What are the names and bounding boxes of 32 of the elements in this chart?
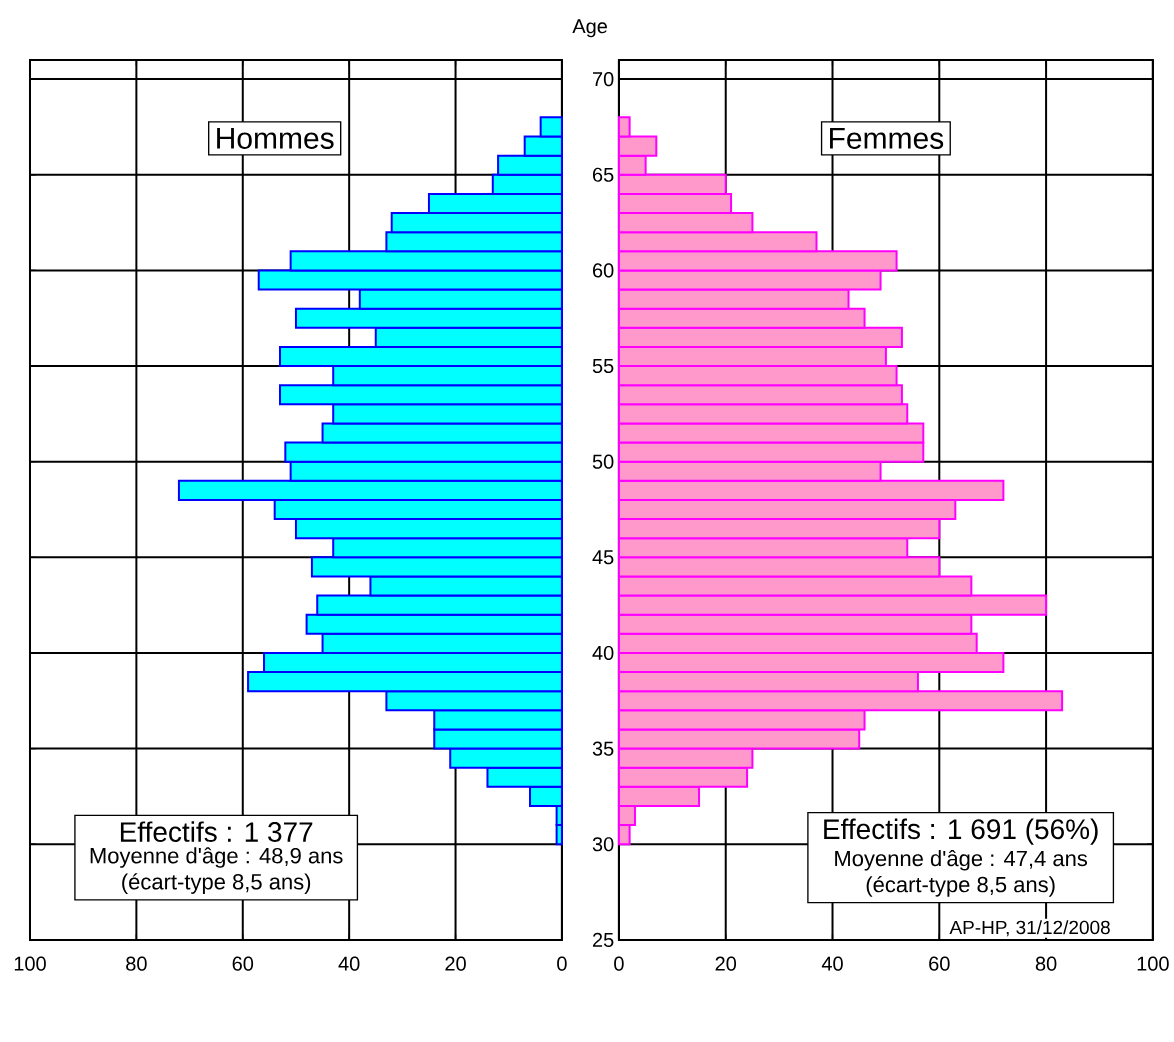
x-tick-label: 60 bbox=[929, 956, 950, 971]
x-tick-label: 40 bbox=[821, 956, 843, 971]
y-tick-label: 40 bbox=[592, 645, 614, 661]
y-tick-label: 25 bbox=[592, 932, 614, 948]
y-tick-label: 65 bbox=[593, 167, 614, 182]
annotation: (écart-type 8,5 ans) bbox=[866, 875, 1055, 897]
x-tick-label: 0 bbox=[614, 956, 624, 971]
annotation: Femmes bbox=[830, 128, 944, 149]
annotation: Effectifs : 1 377 bbox=[120, 821, 313, 842]
x-tick-label: 20 bbox=[445, 956, 466, 971]
y-tick-label: 60 bbox=[593, 263, 614, 278]
x-tick-label: 0 bbox=[557, 956, 567, 971]
y-tick-label: 30 bbox=[592, 837, 614, 852]
annotation: Moyenne d'âge : 48,9 ans bbox=[90, 847, 343, 868]
x-tick-label: 80 bbox=[126, 956, 147, 971]
x-tick-label: 100 bbox=[1137, 956, 1169, 971]
y-tick-label: 45 bbox=[592, 550, 614, 565]
annotation: Effectifs : 1 691 (56%) bbox=[824, 818, 1098, 845]
x-tick-label: 80 bbox=[1035, 956, 1057, 971]
y-tick-label: 35 bbox=[592, 741, 614, 756]
y-tick-label: 55 bbox=[592, 359, 614, 374]
x-tick-label: 60 bbox=[232, 956, 254, 971]
annotation: Moyenne d'âge : 47,4 ans bbox=[835, 850, 1088, 871]
x-tick-label: 40 bbox=[338, 956, 360, 971]
y-tick-label: 50 bbox=[592, 454, 614, 469]
x-tick-label: 100 bbox=[14, 956, 46, 971]
annotation: AP-HP, 31/12/2008 bbox=[949, 920, 1110, 937]
annotation: (écart-type 8,5 ans) bbox=[122, 873, 311, 894]
x-tick-label: 20 bbox=[715, 956, 737, 971]
annotation: Hommes bbox=[217, 128, 334, 149]
y-tick-label: 70 bbox=[593, 72, 614, 87]
y-axis-title: Age bbox=[572, 19, 607, 38]
